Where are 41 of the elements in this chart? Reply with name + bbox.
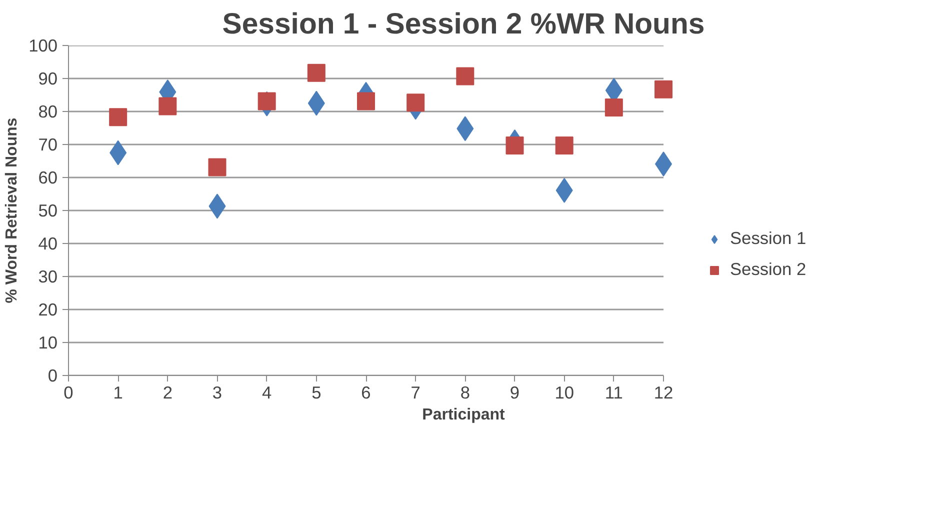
x-tick-label: 0 [64, 382, 74, 402]
legend-label: Session 2 [730, 259, 806, 280]
point [357, 92, 375, 110]
point [258, 92, 276, 110]
point [109, 108, 128, 126]
y-tick-label: 30 [38, 266, 58, 286]
x-tick-label: 10 [554, 382, 574, 402]
point [307, 64, 326, 82]
x-tick-label: 6 [361, 382, 371, 402]
y-tick-label: 100 [28, 36, 58, 56]
point [654, 80, 672, 98]
x-tick-label: 3 [212, 382, 222, 402]
y-tick-label: 50 [38, 200, 58, 220]
chart-title: Session 1 - Session 2 %WR Nouns [222, 8, 705, 40]
y-tick-label: 90 [38, 68, 58, 88]
x-tick-label: 7 [410, 382, 420, 402]
point [158, 97, 177, 116]
x-tick-label: 4 [262, 382, 272, 402]
point [604, 98, 623, 117]
x-tick-label: 12 [654, 382, 674, 402]
x-axis-title: Participant [422, 406, 506, 424]
x-tick-label: 5 [312, 382, 322, 402]
y-tick-label: 0 [48, 366, 58, 386]
y-tick-label: 20 [38, 300, 58, 320]
point [506, 136, 524, 154]
x-tick-label: 2 [162, 382, 172, 402]
y-tick-label: 60 [38, 168, 58, 188]
x-tick-label: 9 [510, 382, 520, 402]
x-tick-label: 11 [604, 382, 623, 402]
y-tick-label: 80 [38, 102, 58, 122]
y-tick-label: 70 [38, 134, 58, 154]
point [555, 136, 574, 154]
x-tick-label: 8 [460, 382, 470, 402]
y-axis-title: % Word Retrieval Nouns [4, 118, 21, 304]
y-tick-label: 40 [38, 234, 58, 254]
point [456, 67, 474, 86]
point [208, 158, 226, 176]
legend-label: Session 1 [730, 228, 806, 249]
y-tick-label: 10 [38, 332, 58, 352]
point [406, 94, 425, 112]
x-tick-label: 1 [113, 382, 123, 402]
